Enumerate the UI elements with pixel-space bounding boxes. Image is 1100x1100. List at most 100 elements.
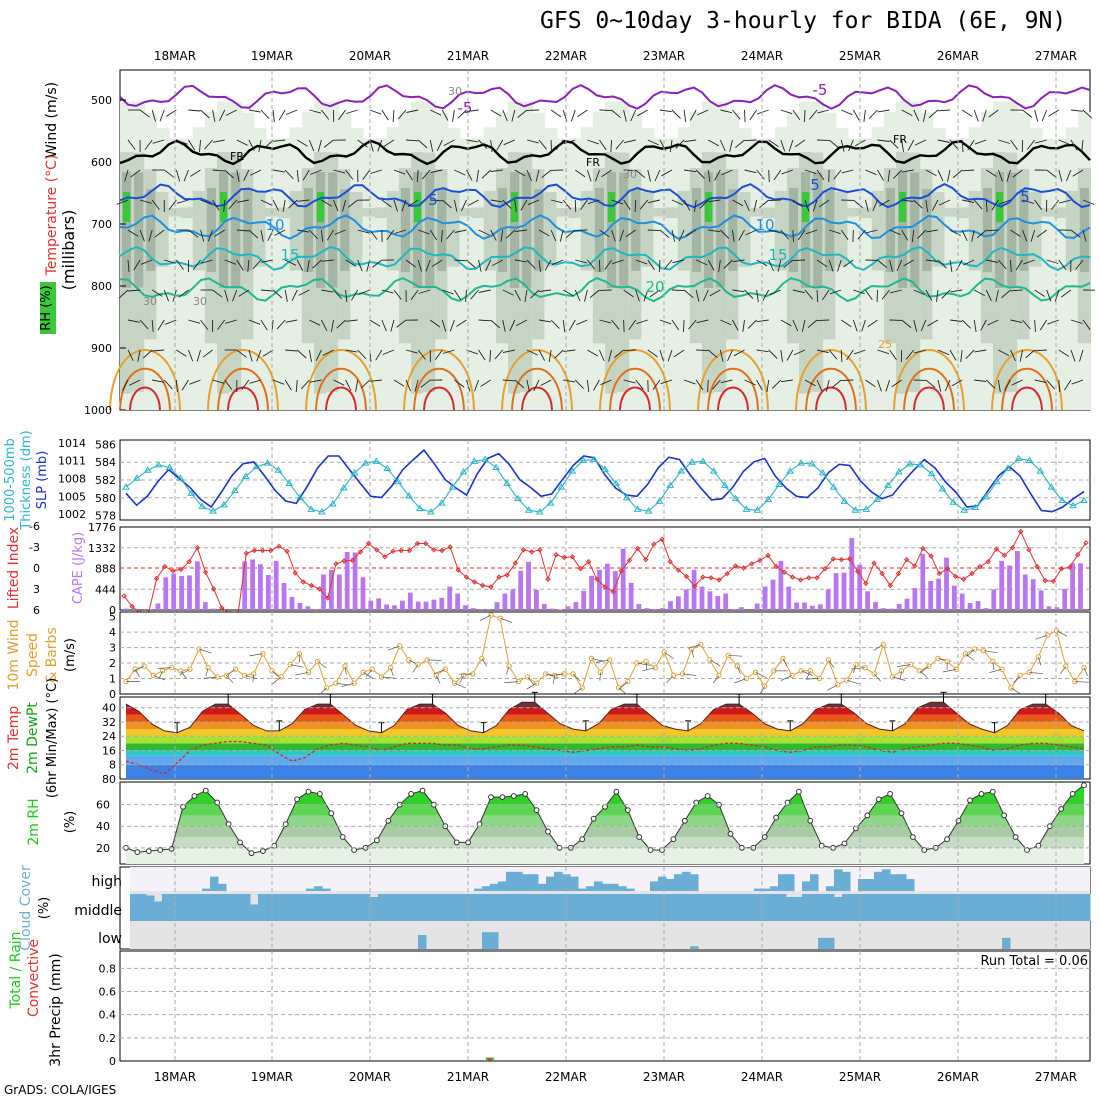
- cloud-bar-middle: [498, 894, 507, 921]
- wind-barb: [151, 199, 160, 210]
- rh-band: [126, 847, 1084, 864]
- cape-bar: [179, 575, 184, 610]
- wind-barb: [931, 199, 939, 211]
- rh2m-point: [796, 788, 802, 795]
- grads-credit: GrADS: COLA/IGES: [4, 1083, 117, 1097]
- wind-barb: [804, 169, 817, 175]
- lifted-index-point: [961, 576, 967, 582]
- wind-barb: [502, 379, 515, 382]
- thickness-point: [1014, 454, 1023, 462]
- wind-barb: [454, 169, 466, 176]
- wind-barb: [491, 259, 503, 266]
- lifted-index-point: [569, 554, 576, 560]
- wind-barb: [635, 169, 646, 179]
- lifted-index-point: [1009, 544, 1016, 551]
- wind-barb: [744, 169, 757, 174]
- y-tick-label: 0.8: [99, 962, 117, 975]
- isotherm-25: [305, 349, 377, 411]
- cloud-bar-middle: [138, 894, 147, 921]
- wind-barb: [1010, 229, 1021, 237]
- rh2m-point: [910, 834, 916, 840]
- thickness-point: [1036, 467, 1045, 474]
- wind-barb: [452, 109, 455, 122]
- rh2m-point: [545, 828, 551, 835]
- wind-barb: [949, 259, 953, 272]
- rh2m-point: [1081, 782, 1087, 789]
- cloud-bar-middle: [386, 894, 395, 921]
- cape-bar: [715, 596, 721, 610]
- cloud-bar-middle: [282, 894, 291, 921]
- cloud-bar-high: [898, 874, 907, 891]
- wind-barb: [608, 349, 612, 362]
- cloud-bar-middle: [642, 894, 651, 921]
- lifted-index-point: [895, 570, 902, 577]
- wind-barb: [317, 139, 322, 152]
- isotherm-line: [119, 182, 1091, 209]
- wind-barb: [490, 199, 503, 203]
- panel-axis-label: Thickness (dm): [19, 430, 34, 530]
- cloud-bar-high: [666, 879, 675, 891]
- wind10-barb: [642, 667, 656, 672]
- wind-barb: [901, 139, 904, 152]
- wind10-barb: [203, 676, 218, 679]
- wind10-barb: [225, 668, 236, 676]
- wind-barb: [707, 169, 711, 182]
- thickness-point: [731, 494, 740, 502]
- wind-barb: [152, 349, 165, 352]
- wind-barb: [732, 109, 741, 120]
- cape-bar: [573, 602, 579, 610]
- wind10-barb: [851, 667, 866, 670]
- wind-barb: [587, 199, 600, 205]
- wind-barb: [660, 379, 673, 385]
- rh-fill-mid: [932, 192, 946, 267]
- wind10-barb: [666, 675, 674, 683]
- lifted-index-point: [316, 586, 323, 592]
- wind-barb: [1030, 229, 1036, 242]
- cloud-bar-middle: [1050, 894, 1059, 921]
- wind-barb: [128, 289, 141, 292]
- wind-barb: [190, 169, 201, 177]
- wind-barb: [961, 229, 968, 242]
- wind10-point: [999, 666, 1005, 672]
- cape-bar: [841, 572, 847, 610]
- wind-barb: [441, 109, 449, 121]
- date-label-top: 18MAR: [154, 49, 196, 63]
- cape-bar: [187, 575, 192, 610]
- cape-bar: [778, 560, 784, 610]
- cape-bar: [541, 603, 547, 610]
- thickness-point: [481, 455, 490, 463]
- wind-barb: [1070, 319, 1083, 324]
- rh-band: [126, 815, 1084, 827]
- y-tick-label: 800: [91, 280, 112, 293]
- wind-barb: [345, 169, 354, 180]
- rh2m-point: [351, 847, 358, 853]
- thickness-point: [797, 459, 805, 466]
- wind10-point: [287, 661, 293, 668]
- lifted-index-point: [806, 575, 812, 581]
- wind-barb: [260, 289, 273, 292]
- y-tick-label: 2: [109, 657, 116, 670]
- panel-axis-label: Cloud Cover: [18, 865, 34, 951]
- lifted-index-point: [594, 576, 600, 582]
- temp-band: [126, 755, 1084, 765]
- thickness-point: [350, 468, 359, 476]
- wind-barb: [974, 349, 987, 353]
- cloud-bar-middle: [666, 894, 675, 921]
- lifted-index-point: [520, 547, 527, 553]
- cloud-bar-middle: [674, 894, 683, 921]
- cloud-bar-high: [554, 871, 563, 891]
- rh2m-point: [533, 807, 540, 813]
- cape-bar: [983, 608, 989, 610]
- wind-barb: [478, 319, 491, 322]
- cape-bar: [1046, 606, 1052, 610]
- wind-barb: [889, 229, 901, 236]
- lifted-index-point: [1050, 578, 1057, 585]
- wind-barb: [671, 229, 676, 242]
- wind10-barb: [712, 675, 720, 684]
- wind-barb: [278, 109, 286, 121]
- wind-barb: [756, 289, 759, 302]
- thickness-point: [764, 495, 773, 503]
- lifted-index-point: [920, 545, 926, 552]
- wind-barb: [454, 229, 467, 233]
